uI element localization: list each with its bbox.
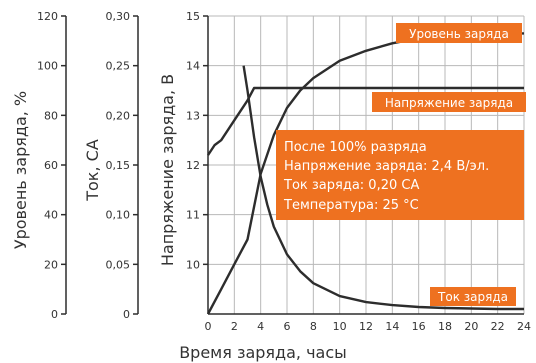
voltage-tick-label: 14 [186,60,200,73]
current-axis-title: Ток, CA [83,139,102,202]
annotation-line-1: После 100% разряда [284,140,427,155]
soc-tick-label: 120 [37,10,58,23]
soc-tick-label: 60 [44,159,58,172]
current-tick-label: 0,25 [106,60,131,73]
x-tick-label: 6 [284,320,291,333]
current-tick-label: 0,05 [106,258,131,271]
current-tick-label: 0,20 [106,109,131,122]
current-tick-label: 0 [123,308,130,321]
axes-layer: 0 2 4 6 8 10 12 14 16 18 20 22 2410111213141500,050,… [37,10,531,333]
voltage-series-line [206,86,524,156]
x-tick-label: 22 [491,320,505,333]
soc-tick-label: 100 [37,60,58,73]
x-tick-label: 8 [310,320,317,333]
x-tick-label: 24 [517,320,531,333]
current-tick-label: 0,30 [106,10,131,23]
voltage-tick-label: 11 [186,209,200,222]
soc-tick-label: 80 [44,109,58,122]
voltage-tick-label: 15 [186,10,200,23]
soc-series-label-text: Уровень заряда [409,27,509,41]
x-axis-title: Время заряда, часы [179,343,347,362]
current-series-line [242,65,524,311]
current-series-label: Ток заряда [430,287,516,306]
x-tick-label: 12 [359,320,373,333]
annotation-line-3: Ток заряда: 0,20 CA [283,178,419,193]
annotation-line-4: Температура: 25 °C [283,198,419,213]
current-series-label-text: Ток заряда [437,290,508,304]
x-tick-label: 14 [385,320,399,333]
soc-series-label: Уровень заряда [396,23,522,43]
x-tick-label: 16 [412,320,426,333]
x-tick-label: 2 [231,320,238,333]
soc-tick-label: 40 [44,209,58,222]
voltage-series-label: Напряжение заряда [372,92,526,112]
soc-tick-label: 0 [51,308,58,321]
soc-tick-label: 20 [44,258,58,271]
soc-axis-title: Уровень заряда, % [11,91,30,249]
current-tick-label: 0,15 [106,159,131,172]
x-tick-label: 10 [333,320,347,333]
x-tick-label: 20 [464,320,478,333]
voltage-tick-label: 13 [186,109,200,122]
x-tick-label: 4 [257,320,264,333]
voltage-axis-title: Напряжение заряда, В [158,74,177,266]
current-tick-label: 0,10 [106,209,131,222]
charge-conditions-box: После 100% разряда Напряжение заряда: 2,… [276,130,524,220]
x-tick-label: 0 [205,320,212,333]
annotation-line-2: Напряжение заряда: 2,4 В/эл. [284,159,489,174]
voltage-series-label-text: Напряжение заряда [385,96,513,110]
x-tick-label: 18 [438,320,452,333]
voltage-tick-label: 12 [186,159,200,172]
voltage-tick-label: 10 [186,258,200,271]
